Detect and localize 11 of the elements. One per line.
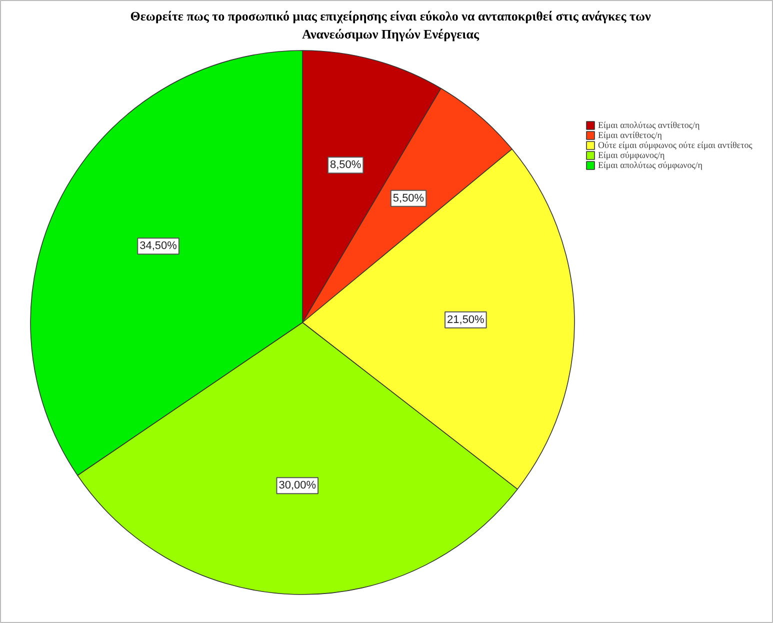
data-label: 34,50% xyxy=(140,240,178,252)
legend-label: Είμαι απολύτως αντίθετος/η xyxy=(598,120,700,130)
legend-label: Είμαι απολύτως σύμφωνος/η xyxy=(598,160,702,170)
data-label: 30,00% xyxy=(278,480,316,492)
chart-title: Θεωρείτε πως το προσωπικό μιας επιχείρησης είναι εύκολο να ανταποκριθεί στις ανάγκες των Ανανεώσιμων Πηγών Ενέργειας xyxy=(130,8,651,42)
data-label: 21,50% xyxy=(447,314,485,326)
legend-label: Είμαι σύμφωνος/η xyxy=(598,150,665,160)
data-label: 8,50% xyxy=(330,159,362,172)
legend-label: Είμαι αντίθετος/η xyxy=(598,130,662,140)
legend-label: Ούτε είμαι σύμφωνος ούτε είμαι αντίθετος xyxy=(598,140,752,150)
data-label: 5,50% xyxy=(392,192,424,204)
